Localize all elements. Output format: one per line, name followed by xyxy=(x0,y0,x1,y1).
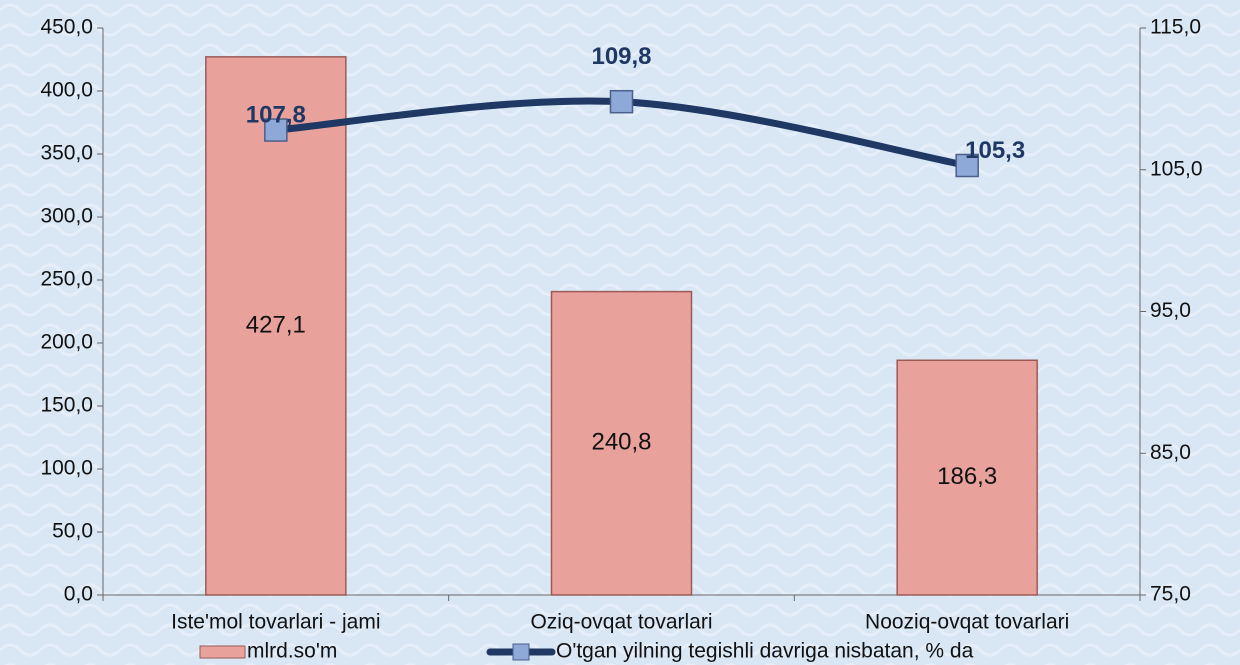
legend-label: mlrd.so'm xyxy=(247,640,337,663)
line-value-label: 107,8 xyxy=(246,101,306,128)
line-marker xyxy=(609,89,634,114)
y-tick-label: 300,0 xyxy=(40,205,93,228)
legend-marker xyxy=(512,643,530,661)
legend-label: O'tgan yilning tegishli davriga nisbatan… xyxy=(556,640,974,663)
y-tick-label: 450,0 xyxy=(40,16,93,39)
y2-tick-label: 85,0 xyxy=(1150,441,1191,464)
bar-value-label: 186,3 xyxy=(937,463,997,490)
y2-tick-label: 95,0 xyxy=(1150,299,1191,322)
x-tick-label: Iste'mol tovarlari - jami xyxy=(171,611,380,634)
y2-tick-label: 75,0 xyxy=(1150,583,1191,606)
bar xyxy=(550,290,693,596)
x-tick-label: Oziq-ovqat tovarlari xyxy=(530,611,712,634)
bar-value-label: 240,8 xyxy=(591,429,651,456)
legend-swatch xyxy=(199,645,246,659)
line-value-label: 109,8 xyxy=(591,43,651,70)
bar-value-label: 427,1 xyxy=(246,311,306,338)
y-tick-label: 0,0 xyxy=(64,583,93,606)
y-tick-label: 150,0 xyxy=(40,394,93,417)
y2-tick-label: 105,0 xyxy=(1150,157,1203,180)
line-marker xyxy=(955,153,979,178)
bar xyxy=(205,56,347,596)
bar xyxy=(896,359,1038,596)
y-tick-label: 100,0 xyxy=(40,457,93,480)
x-tick-label: Nooziq-ovqat tovarlari xyxy=(865,611,1069,634)
y-tick-label: 200,0 xyxy=(40,331,93,354)
y-tick-label: 50,0 xyxy=(52,520,93,543)
y-tick-label: 350,0 xyxy=(40,142,93,165)
line-marker xyxy=(264,118,288,142)
line-value-label: 105,3 xyxy=(965,137,1025,164)
y2-tick-label: 115,0 xyxy=(1150,16,1201,39)
y-tick-label: 400,0 xyxy=(40,79,93,102)
y-tick-label: 250,0 xyxy=(40,268,93,291)
